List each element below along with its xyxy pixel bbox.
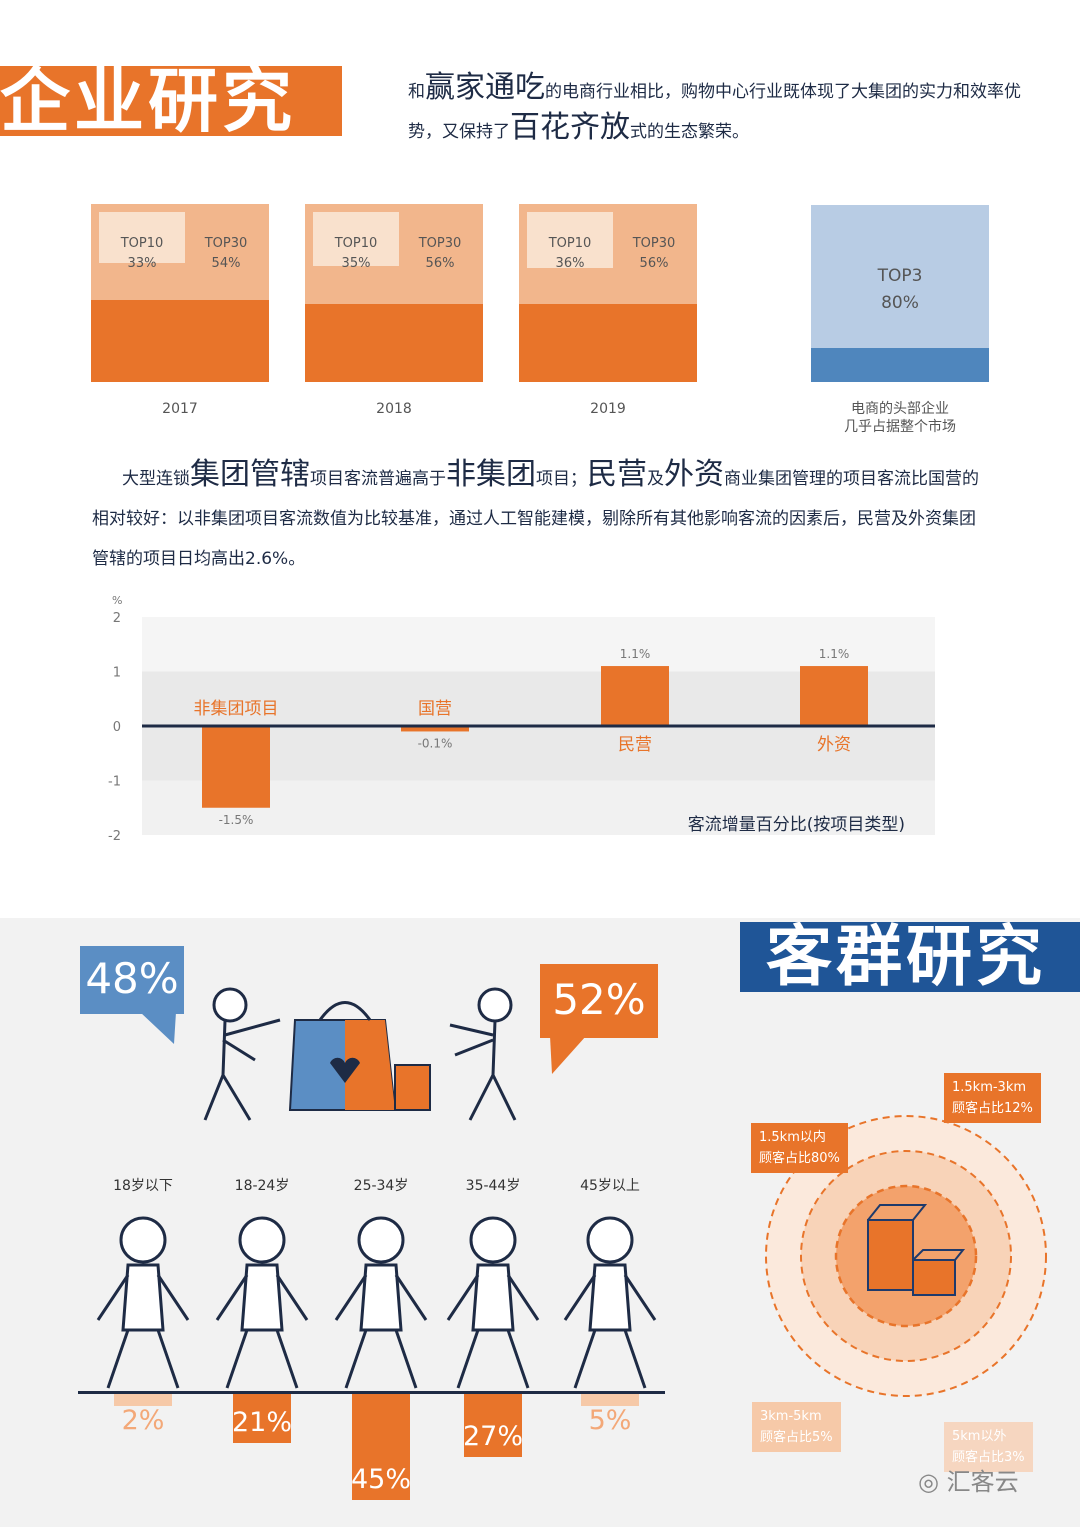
y-tick-label: -2 <box>108 829 121 844</box>
age-share-value: 5% <box>588 1405 632 1436</box>
wechat-icon: ◎ <box>918 1468 939 1496</box>
bar-2 <box>601 666 669 726</box>
chart-band <box>142 780 935 835</box>
y-tick-label: -1 <box>108 775 121 790</box>
year-label: 2019 <box>590 401 626 417</box>
y-tick-label: 2 <box>113 611 121 626</box>
analysis-paragraph: 大型连锁集团管辖项目客流普遍高于非集团项目；民营及外资商业集团管理的项目客流比国… <box>92 457 979 569</box>
top10-label: TOP10 <box>548 236 592 251</box>
category-label: 民营 <box>618 735 652 755</box>
distance-callout: 5km以外 顾客占比3% <box>944 1422 1033 1472</box>
year-label: 2018 <box>376 401 412 417</box>
bar-0 <box>202 726 270 808</box>
category-label: 非集团项目 <box>194 699 279 719</box>
person-figure <box>215 1216 309 1389</box>
bar-value-label: -1.5% <box>219 813 254 827</box>
person-figure <box>446 1216 540 1389</box>
age-group-label: 45岁以上 <box>580 1178 640 1194</box>
person-figure <box>563 1216 657 1389</box>
intro-text: 和赢家通吃的电商行业相比，购物中心行业既体现了大集团的实力和效率优势，又保持了百… <box>408 70 1021 145</box>
section-title-enterprise: 企业研究 <box>0 66 342 136</box>
bar-1 <box>401 726 469 732</box>
age-share-value: 2% <box>121 1405 165 1436</box>
age-group-label: 35-44岁 <box>465 1178 521 1194</box>
y-unit: % <box>112 594 122 607</box>
top10-value: 36% <box>555 256 585 271</box>
distance-callout: 1.5km-3km 顾客占比12% <box>944 1073 1041 1123</box>
bar-value-label: -0.1% <box>418 736 453 750</box>
male-share: 52% <box>540 964 658 1038</box>
age-share-value: 45% <box>350 1463 411 1495</box>
bar-value-label: 1.1% <box>819 647 850 661</box>
mall-icon <box>867 1204 966 1296</box>
top30-value: 56% <box>639 256 669 271</box>
age-group-label: 18岁以下 <box>113 1178 173 1194</box>
ecommerce-caption: 电商的头部企业 几乎占据整个市场 <box>844 401 956 435</box>
age-share-value: 27% <box>462 1421 523 1453</box>
age-share-bar <box>233 1394 291 1444</box>
age-share-bar <box>114 1394 172 1406</box>
y-tick-label: 1 <box>113 666 121 681</box>
chart-title: 客流增量百分比(按项目类型) <box>688 815 905 835</box>
age-share-bar <box>464 1394 522 1458</box>
top10-label: TOP10 <box>120 236 164 251</box>
market-share-square-2018: TOP10 35% TOP30 56% <box>305 204 483 382</box>
female-share: 48% <box>80 946 184 1014</box>
top30-value: 54% <box>211 256 241 271</box>
age-group-label: 18-24岁 <box>234 1178 290 1194</box>
shopping-people-illustration <box>203 987 517 1121</box>
bar-value-label: 1.1% <box>620 647 651 661</box>
age-share-bar <box>581 1394 639 1406</box>
top10-label: TOP10 <box>334 236 378 251</box>
top30-label: TOP30 <box>204 236 248 251</box>
age-share-bar <box>352 1394 410 1500</box>
age-baseline <box>78 1391 665 1394</box>
distance-rings <box>765 1115 1047 1397</box>
top30-label: TOP30 <box>418 236 462 251</box>
top3-value: 80% <box>881 293 919 313</box>
age-share-value: 21% <box>231 1407 292 1439</box>
wechat-logo: ◎ 汇客云 <box>918 1468 1019 1496</box>
person-figure <box>96 1216 190 1389</box>
category-label: 外资 <box>817 735 851 755</box>
market-share-square-2019: TOP10 36% TOP30 56% <box>519 204 697 382</box>
top3-label: TOP3 <box>877 266 923 286</box>
distance-callout: 1.5km以内 顾客占比80% <box>751 1123 848 1173</box>
section-title-customer: 客群研究 <box>740 922 1080 992</box>
top30-label: TOP30 <box>632 236 676 251</box>
category-label: 国营 <box>418 699 452 719</box>
y-tick-label: 0 <box>113 720 121 735</box>
top10-value: 35% <box>341 256 371 271</box>
distance-callout: 3km-5km 顾客占比5% <box>752 1402 841 1452</box>
person-figure <box>334 1216 428 1389</box>
bar-3 <box>800 666 868 726</box>
top10-value: 33% <box>127 256 157 271</box>
market-share-square-2017: TOP10 33% TOP30 54% <box>91 204 269 382</box>
year-label: 2017 <box>162 401 198 417</box>
ecommerce-square: TOP3 80% <box>811 205 989 382</box>
chart-band <box>142 617 935 672</box>
traffic-bar-chart: % 2 1 0 -1 -2 -1.5% 非集团项目 -0.1% 国营 1.1% 民营 1.1% 外资客流增… <box>108 594 935 844</box>
age-group-label: 25-34岁 <box>353 1178 409 1194</box>
top30-value: 56% <box>425 256 455 271</box>
